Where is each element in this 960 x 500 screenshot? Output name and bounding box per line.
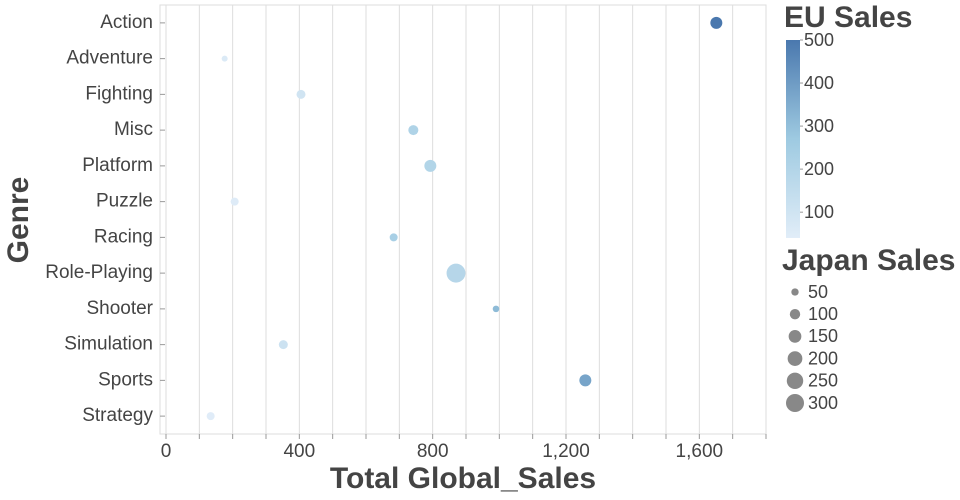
point xyxy=(710,16,723,29)
color-legend-label: 200 xyxy=(804,159,834,179)
point xyxy=(389,233,398,242)
x-tick-label: 800 xyxy=(417,441,449,462)
y-tick-label: Simulation xyxy=(64,334,153,355)
size-legend-symbol xyxy=(788,330,802,343)
point xyxy=(230,197,239,206)
plot-frame xyxy=(159,4,767,435)
size-legend-symbol xyxy=(791,288,799,296)
point xyxy=(408,125,419,136)
size-legend-title: Japan Sales xyxy=(782,244,955,277)
y-tick-label: Role-Playing xyxy=(45,262,153,283)
x-tick-label: 1,200 xyxy=(542,441,590,462)
color-legend-bar xyxy=(786,40,800,238)
y-tick-label: Shooter xyxy=(86,298,153,319)
size-legend-label: 100 xyxy=(808,304,838,324)
point xyxy=(492,305,500,313)
y-tick-label: Strategy xyxy=(82,405,153,426)
color-legend-label: 400 xyxy=(804,73,834,93)
color-legend-label: 500 xyxy=(804,30,834,50)
size-legend-label: 200 xyxy=(808,348,838,368)
point xyxy=(206,412,215,421)
point xyxy=(278,340,288,350)
color-legend-title: EU Sales xyxy=(784,1,912,34)
color-legend-label: 100 xyxy=(804,202,834,222)
y-tick-label: Sports xyxy=(98,369,153,390)
x-tick-label: 1,600 xyxy=(676,441,724,462)
point xyxy=(296,89,306,99)
y-tick-label: Puzzle xyxy=(96,191,153,212)
size-legend-symbol xyxy=(786,372,804,390)
point xyxy=(424,159,437,172)
size-legend-label: 250 xyxy=(808,371,838,391)
size-legend-label: 50 xyxy=(808,282,828,302)
y-axis-title: Genre xyxy=(2,177,35,264)
y-tick-label: Racing xyxy=(94,226,153,247)
y-tick-label: Adventure xyxy=(66,48,153,69)
point xyxy=(221,55,228,62)
color-legend-label: 300 xyxy=(804,116,834,136)
point xyxy=(446,263,466,283)
x-axis-title: Total Global_Sales xyxy=(330,462,596,495)
size-legend-label: 150 xyxy=(808,326,838,346)
y-tick-label: Misc xyxy=(114,119,153,140)
x-tick-label: 400 xyxy=(283,441,315,462)
size-legend-symbol xyxy=(785,393,805,413)
size-legend-label: 300 xyxy=(808,393,838,413)
x-tick-label: 0 xyxy=(161,441,172,462)
size-legend-symbol xyxy=(789,309,801,320)
y-tick-label: Platform xyxy=(82,155,153,176)
y-tick-label: Fighting xyxy=(85,83,153,104)
point xyxy=(579,374,592,387)
y-tick-label: Action xyxy=(100,12,153,33)
size-legend-symbol xyxy=(787,351,803,366)
